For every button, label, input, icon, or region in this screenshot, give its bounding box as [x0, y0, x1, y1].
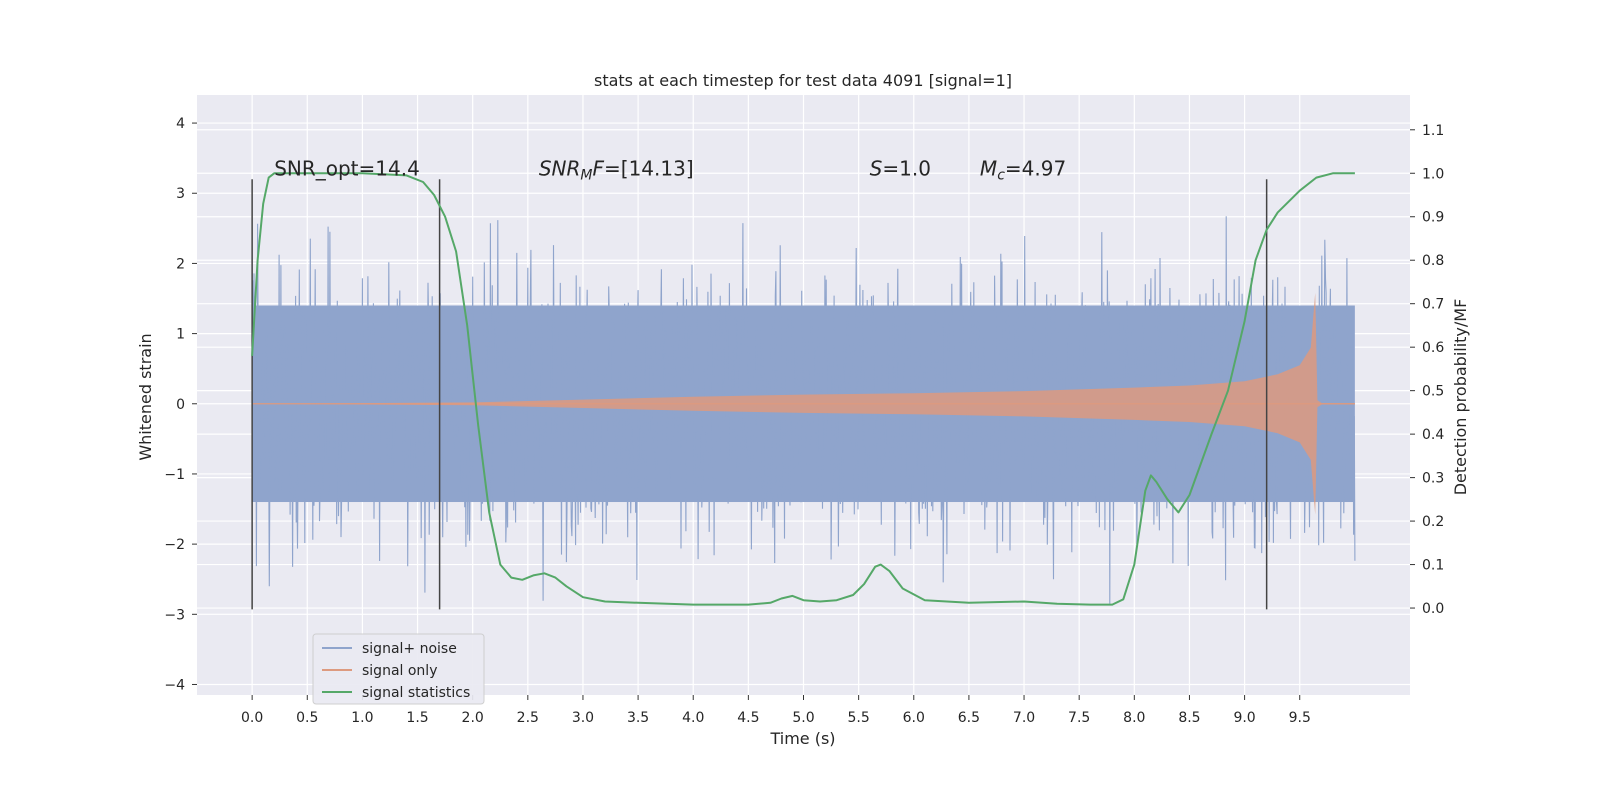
- legend-label-signal-statistics: signal statistics: [362, 685, 470, 701]
- y-left-tick-label: 4: [176, 116, 185, 132]
- x-tick-label: 1.0: [351, 710, 373, 726]
- y-left-tick-label: 0: [176, 397, 185, 413]
- legend-box: [312, 633, 485, 705]
- legend-label-signal-only: signal only: [362, 663, 437, 679]
- x-tick-label: 4.5: [737, 710, 759, 726]
- y-axis-label-left: Whitened strain: [136, 333, 155, 460]
- y-right-tick-label: 0.7: [1422, 297, 1444, 313]
- annotations: SNR_opt=14.4 SNRMF=[14.13] S=1.0 Mc=4.97: [274, 157, 1066, 184]
- y-right-tick-label: 0.4: [1422, 427, 1444, 443]
- x-tick-label: 3.5: [627, 710, 649, 726]
- x-axis-label: Time (s): [769, 729, 835, 748]
- y-right-tick-label: 0.1: [1422, 558, 1444, 574]
- signal-only-series: [252, 292, 1355, 515]
- x-tick-label: 1.5: [406, 710, 428, 726]
- y-right-tick-label: 0.9: [1422, 210, 1444, 226]
- y-left-tick-label: −3: [164, 607, 185, 623]
- x-tick-label: 6.0: [903, 710, 925, 726]
- legend-label-signal-plus-noise: signal+ noise: [362, 641, 457, 657]
- x-tick-label: 9.0: [1233, 710, 1255, 726]
- y-left-tick-label: 1: [176, 327, 185, 343]
- y-left-tick-label: −2: [164, 537, 185, 553]
- x-tick-label: 6.5: [958, 710, 980, 726]
- y-left-tick-label: 3: [176, 186, 185, 202]
- y-left-tick-label: −4: [164, 677, 185, 693]
- chart-title: stats at each timestep for test data 409…: [594, 71, 1012, 90]
- x-tick-label: 2.0: [462, 710, 484, 726]
- signal-statistics-series: [251, 172, 1355, 606]
- y-right-tick-label: 0.3: [1422, 471, 1444, 487]
- y-right-tick-label: 0.6: [1422, 340, 1444, 356]
- y-right-tick-label: 0.0: [1422, 601, 1444, 617]
- annotation-snr-mf: SNRMF=[14.13]: [539, 157, 694, 184]
- y-right-tick-label: 0.5: [1422, 384, 1444, 400]
- vertical-markers: [251, 179, 1268, 610]
- y-right-tick-label: 1.1: [1422, 123, 1444, 139]
- x-tick-label: 3.0: [572, 710, 594, 726]
- x-tick-label: 9.5: [1289, 710, 1311, 726]
- y-left-tick-label: 2: [176, 256, 185, 272]
- noise-trace: [251, 216, 1356, 604]
- x-tick-label: 8.0: [1123, 710, 1145, 726]
- signal-statistics-line: [251, 172, 1355, 606]
- x-tick-label: 8.5: [1178, 710, 1200, 726]
- y-right-tick-label: 0.8: [1422, 253, 1444, 269]
- x-tick-label: 7.0: [1013, 710, 1035, 726]
- annotation-s-value: S=1.0: [870, 157, 931, 181]
- legend: signal+ noise signal only signal statist…: [312, 633, 485, 705]
- y-left-tick-label: −1: [164, 467, 185, 483]
- annotation-mc-value: Mc=4.97: [980, 157, 1066, 184]
- x-tick-label: 7.5: [1068, 710, 1090, 726]
- y-right-tick-label: 0.2: [1422, 514, 1444, 530]
- x-tick-label: 4.0: [682, 710, 704, 726]
- annotation-snr-opt: SNR_opt=14.4: [274, 157, 420, 181]
- x-tick-label: 2.5: [517, 710, 539, 726]
- y-right-tick-label: 1.0: [1422, 166, 1444, 182]
- x-tick-label: 0.0: [241, 710, 263, 726]
- x-tick-label: 5.0: [792, 710, 814, 726]
- y-axis-label-right: Detection probability/MF: [1451, 299, 1470, 496]
- x-tick-label: 5.5: [848, 710, 870, 726]
- tick-labels: 0.0 0.5 1.0 1.5 2.0 2.5 3.0 3.5 4.0 4.5 5.0 5.5 6.0 6…: [164, 116, 1444, 726]
- x-tick-label: 0.5: [296, 710, 318, 726]
